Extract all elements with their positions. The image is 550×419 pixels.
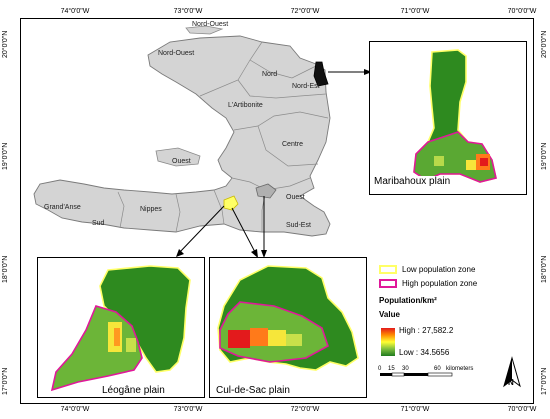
inset-arrows bbox=[177, 71, 370, 255]
scale-tick-60: 60 bbox=[434, 366, 441, 372]
lon-label-74-top: 74°0'0"W bbox=[60, 8, 90, 15]
legend-low-value: Low : 34.5656 bbox=[399, 348, 450, 357]
label-grandanse: Grand'Anse bbox=[44, 204, 81, 211]
leogane-title: Léogâne plain bbox=[100, 385, 167, 396]
high-zone-swatch bbox=[379, 278, 397, 288]
north-label: N bbox=[508, 378, 514, 387]
label-nord-ouest-top: Nord-Ouest bbox=[192, 21, 229, 28]
culdesac-raster bbox=[217, 265, 359, 371]
inset-culdesac: Cul-de-Sac plain bbox=[209, 257, 367, 398]
maribahoux-title: Maribahoux plain bbox=[372, 176, 453, 187]
label-ouest: Ouest bbox=[286, 194, 305, 201]
low-zone-swatch bbox=[379, 264, 397, 274]
inset-leogane: Léogâne plain bbox=[37, 257, 205, 398]
tortuga-island bbox=[185, 25, 224, 35]
legend-high-value: High : 27,582.2 bbox=[399, 326, 454, 335]
label-ouest-island: Ouest bbox=[172, 158, 191, 165]
label-nord-ouest: Nord-Ouest bbox=[158, 50, 195, 57]
culdesac-zone-marker bbox=[255, 183, 277, 199]
lon-label-73-top: 73°0'0"W bbox=[173, 8, 203, 15]
culdesac-title: Cul-de-Sac plain bbox=[214, 385, 292, 396]
legend-density-title: Population/km² bbox=[379, 296, 437, 305]
legend-high-zone: High population zone bbox=[379, 276, 529, 290]
haiti-mainland bbox=[33, 35, 331, 237]
maribahoux-zone-marker bbox=[313, 61, 329, 87]
label-nord: Nord bbox=[262, 71, 278, 78]
label-sud: Sud bbox=[92, 220, 105, 227]
inset-maribahoux: Maribahoux plain bbox=[369, 41, 527, 195]
lon-label-72-bottom: 72°0'0"W bbox=[290, 406, 320, 413]
legend-low-zone: Low population zone bbox=[379, 262, 529, 276]
lon-label-74-bottom: 74°0'0"W bbox=[60, 406, 90, 413]
legend: Low population zone High population zone… bbox=[379, 262, 529, 357]
label-nord-est: Nord-Est bbox=[292, 83, 320, 90]
scale-unit: kilometers bbox=[446, 366, 474, 372]
lon-label-73-bottom: 73°0'0"W bbox=[173, 406, 203, 413]
label-artibonite: L'Artibonite bbox=[228, 102, 263, 109]
legend-low-zone-label: Low population zone bbox=[402, 264, 476, 274]
label-centre: Centre bbox=[282, 141, 304, 148]
scale-tick-0: 0 bbox=[378, 366, 382, 372]
lon-label-71-bottom: 71°0'0"W bbox=[400, 406, 430, 413]
legend-value-label: Value bbox=[379, 310, 400, 319]
scale-tick-30: 30 bbox=[402, 366, 409, 372]
scale-bar bbox=[380, 372, 453, 377]
legend-gradient-bar bbox=[381, 328, 395, 356]
lon-label-72-top: 72°0'0"W bbox=[290, 8, 320, 15]
lon-label-70-bottom: 70°0'0"W bbox=[507, 406, 537, 413]
label-sud-est: Sud-Est bbox=[286, 222, 311, 229]
leogane-raster bbox=[50, 265, 191, 392]
lon-label-70-top: 70°0'0"W bbox=[507, 8, 537, 15]
scale-tick-15: 15 bbox=[388, 366, 395, 372]
maribahoux-raster bbox=[413, 49, 497, 183]
lon-label-71-top: 71°0'0"W bbox=[400, 8, 430, 15]
label-nippes: Nippes bbox=[140, 206, 162, 213]
north-arrow-icon bbox=[503, 356, 521, 388]
legend-high-zone-label: High population zone bbox=[402, 278, 478, 288]
gonave-island bbox=[155, 147, 201, 167]
